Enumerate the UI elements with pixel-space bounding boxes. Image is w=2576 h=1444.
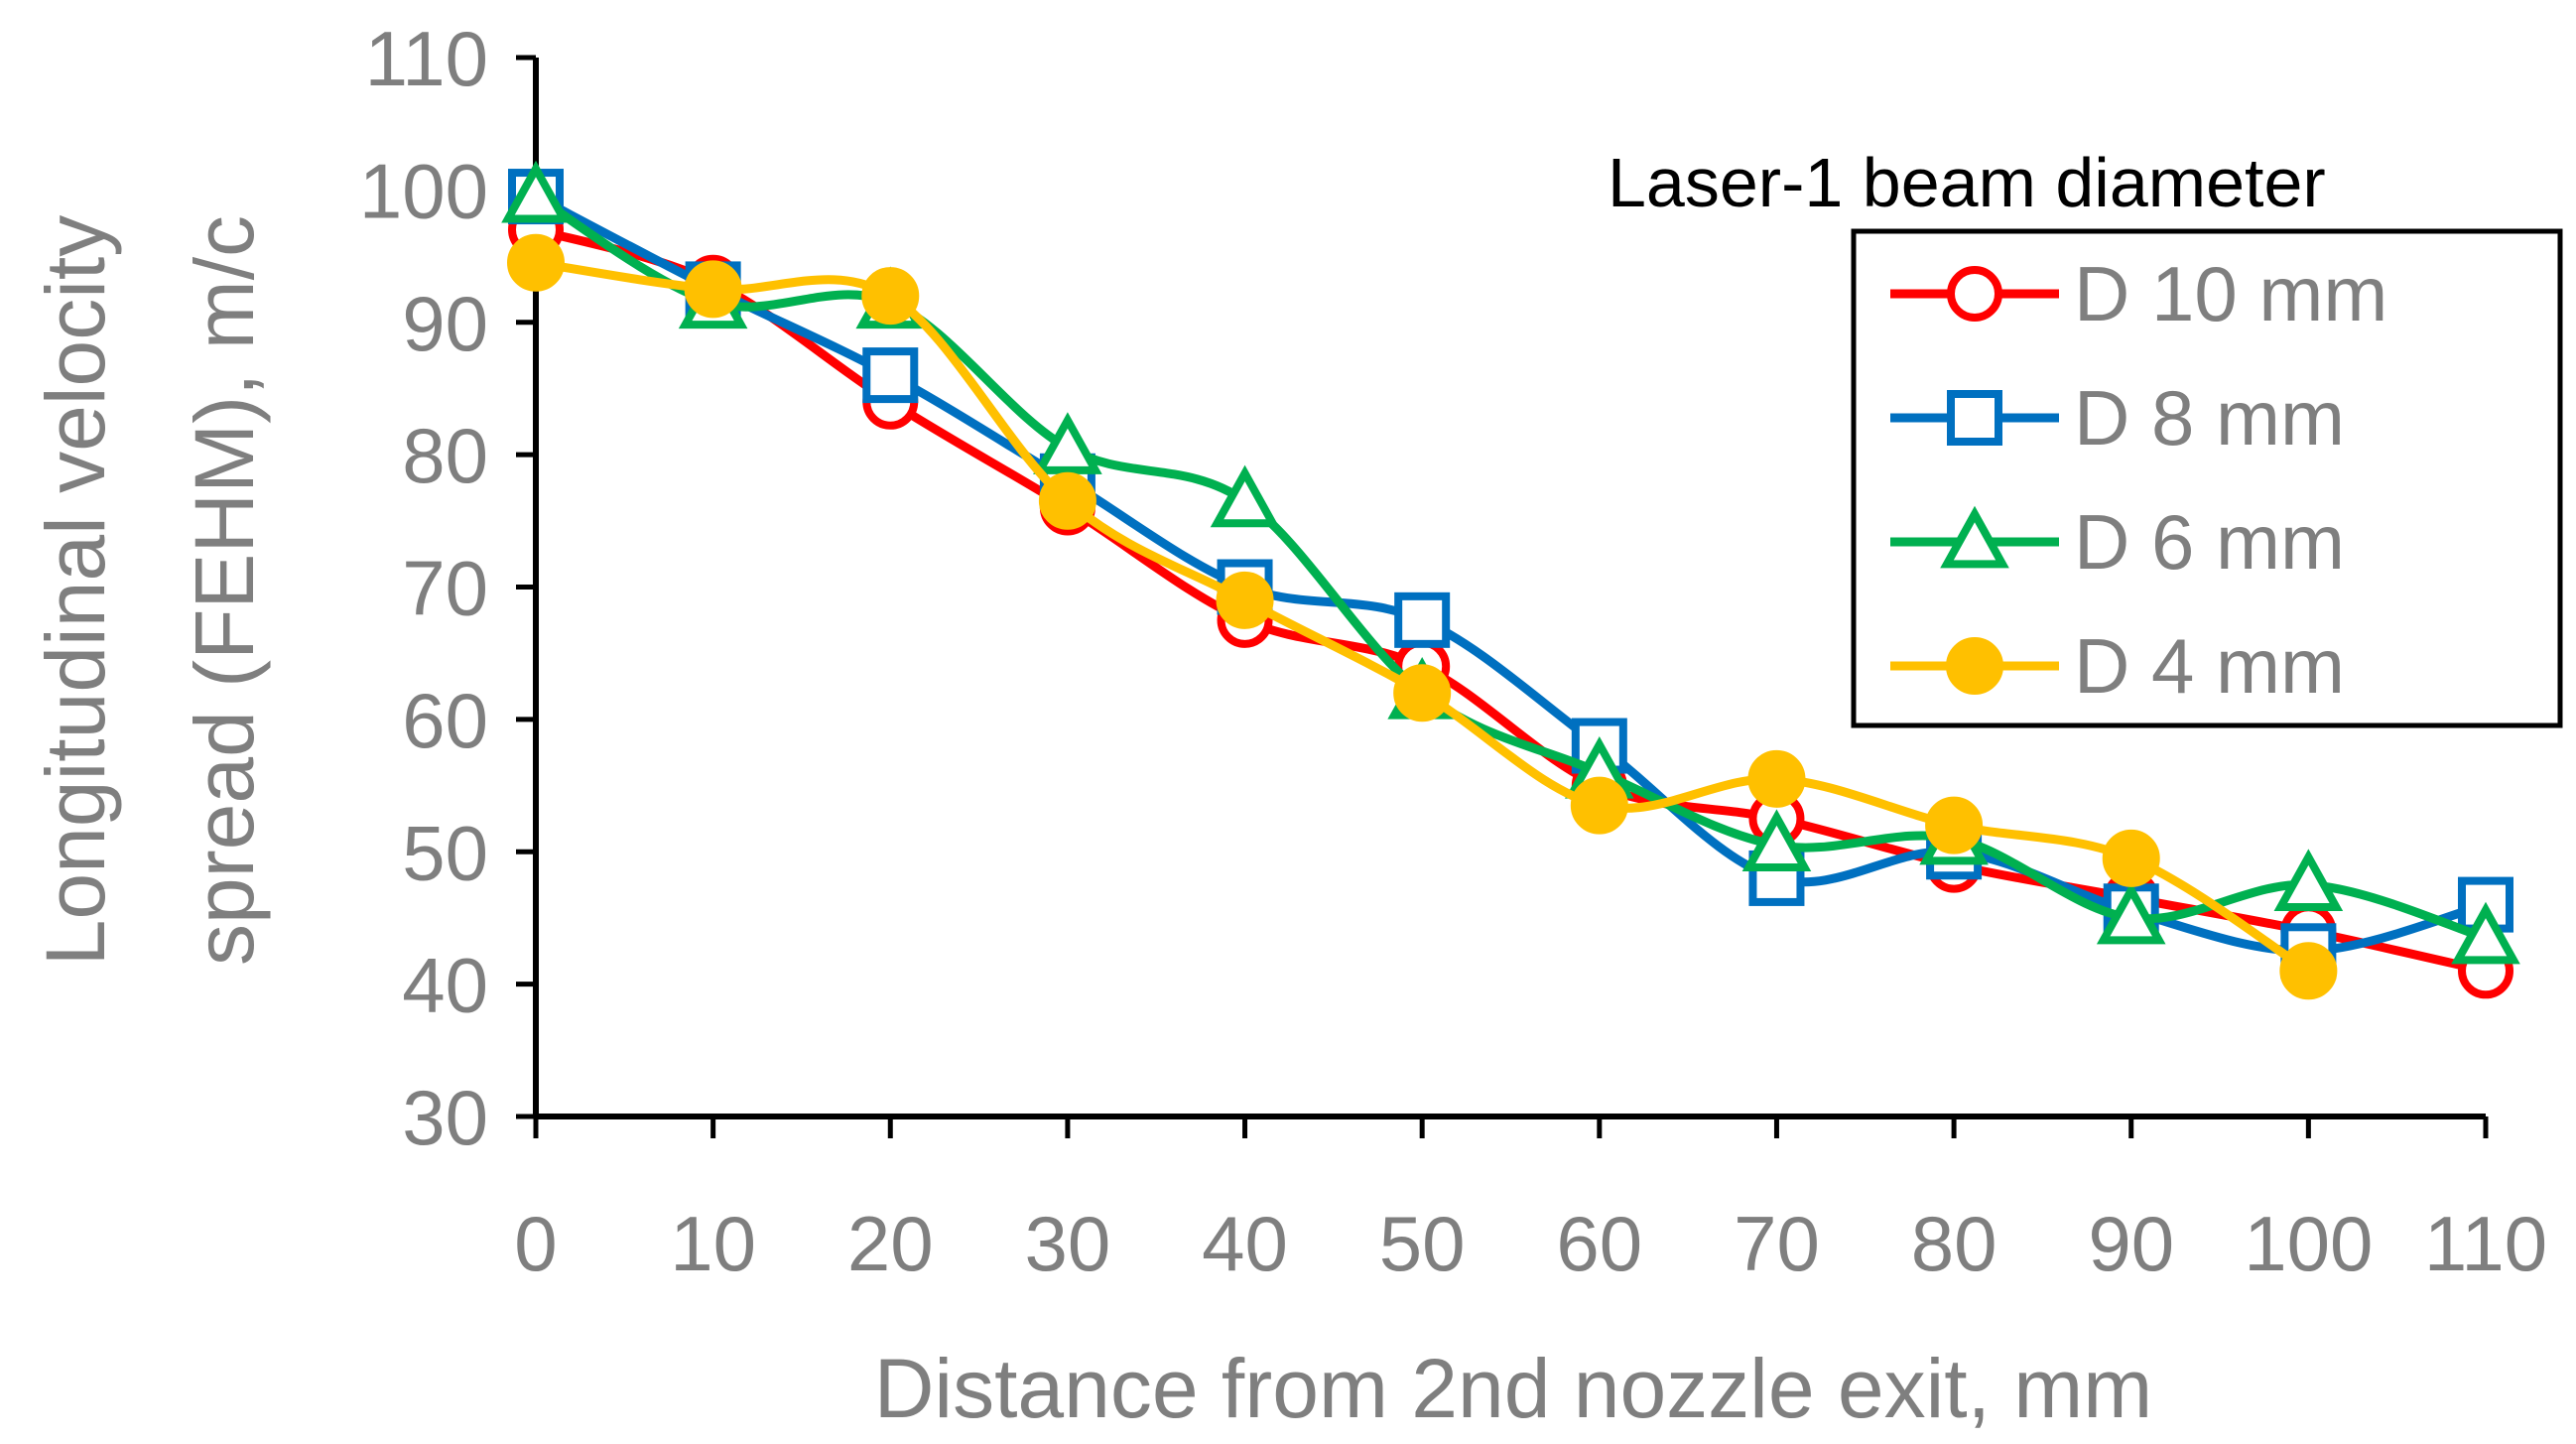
y-tick-label: 40 bbox=[402, 942, 488, 1029]
data-point bbox=[862, 347, 919, 404]
y-tick-label: 90 bbox=[402, 280, 488, 367]
data-point bbox=[1925, 796, 1984, 854]
axes: 30 40 50 60 70 80 90 100 110 0 10 20 30 40 50 60 70 80 90 1… bbox=[359, 15, 2547, 1287]
x-tick-label: 70 bbox=[1734, 1200, 1820, 1287]
y-tick-label: 60 bbox=[402, 677, 488, 764]
data-point bbox=[1033, 412, 1102, 474]
y-axis-title: Longitudinal velocity spread (FEHM), m/c bbox=[29, 215, 271, 967]
x-tick-label: 90 bbox=[2088, 1200, 2174, 1287]
x-tick-label: 110 bbox=[2424, 1200, 2547, 1287]
data-point bbox=[1393, 664, 1452, 722]
x-tick-label: 30 bbox=[1025, 1200, 1111, 1287]
legend-entry: D 10 mm bbox=[1890, 250, 2387, 337]
x-tick-label: 100 bbox=[2244, 1200, 2373, 1287]
legend-entry: D 8 mm bbox=[1890, 374, 2345, 461]
legend-swatch-marker bbox=[1947, 390, 2002, 446]
x-tick-label: 60 bbox=[1556, 1200, 1642, 1287]
data-point bbox=[1216, 571, 1274, 629]
x-tick-label: 50 bbox=[1379, 1200, 1466, 1287]
x-tick-label: 80 bbox=[1911, 1200, 1997, 1287]
y-tick-label: 50 bbox=[402, 809, 488, 896]
y-tick-label: 30 bbox=[402, 1074, 488, 1161]
data-point bbox=[2096, 881, 2166, 945]
legend-entry: D 6 mm bbox=[1890, 498, 2345, 586]
legend-swatch-marker bbox=[1946, 637, 2003, 695]
legend-label: D 8 mm bbox=[2074, 374, 2345, 461]
y-axis-title-line-2: spread (FEHM), m/c bbox=[178, 215, 271, 966]
data-point bbox=[2102, 829, 2160, 887]
legend-label: D 6 mm bbox=[2074, 498, 2345, 586]
legend-label: D 10 mm bbox=[2074, 250, 2387, 337]
data-point bbox=[2279, 942, 2338, 1000]
data-point bbox=[1038, 471, 1096, 530]
y-tick-label: 110 bbox=[365, 15, 488, 102]
data-point bbox=[2451, 901, 2520, 965]
data-point bbox=[2273, 849, 2344, 911]
data-point bbox=[861, 267, 920, 326]
legend-swatch-marker bbox=[1947, 266, 2002, 322]
data-point bbox=[1747, 749, 1806, 808]
data-point bbox=[501, 160, 571, 223]
x-tick-label: 40 bbox=[1202, 1200, 1288, 1287]
data-point bbox=[507, 233, 565, 292]
legend-entries: D 10 mm D 8 mm D 6 mm D 4 mm bbox=[1890, 250, 2387, 710]
legend-swatch-marker bbox=[1940, 505, 2009, 569]
data-point bbox=[1570, 776, 1628, 835]
legend-title: Laser-1 beam diameter bbox=[1608, 144, 2326, 221]
y-tick-label: 70 bbox=[402, 545, 488, 632]
series-layer bbox=[501, 160, 2520, 1000]
y-tick-label: 100 bbox=[359, 147, 488, 234]
legend: Laser-1 beam diameter D 10 mm D 8 mm D 6 m… bbox=[1608, 144, 2563, 728]
data-point bbox=[1394, 591, 1451, 648]
y-axis-title-line-1: Longitudinal velocity bbox=[29, 215, 122, 967]
legend-label: D 4 mm bbox=[2074, 622, 2345, 710]
y-tick-label: 80 bbox=[402, 412, 488, 499]
x-axis-title: Distance from 2nd nozzle exit, mm bbox=[874, 1342, 2152, 1435]
data-point bbox=[1741, 809, 1812, 871]
legend-entry: D 4 mm bbox=[1890, 622, 2345, 710]
data-point bbox=[684, 260, 742, 319]
series-d-4-mm bbox=[507, 233, 2338, 1000]
data-point bbox=[1210, 464, 1280, 528]
x-tick-label: 0 bbox=[514, 1200, 557, 1287]
x-tick-label: 10 bbox=[670, 1200, 756, 1287]
x-tick-label: 20 bbox=[847, 1200, 934, 1287]
